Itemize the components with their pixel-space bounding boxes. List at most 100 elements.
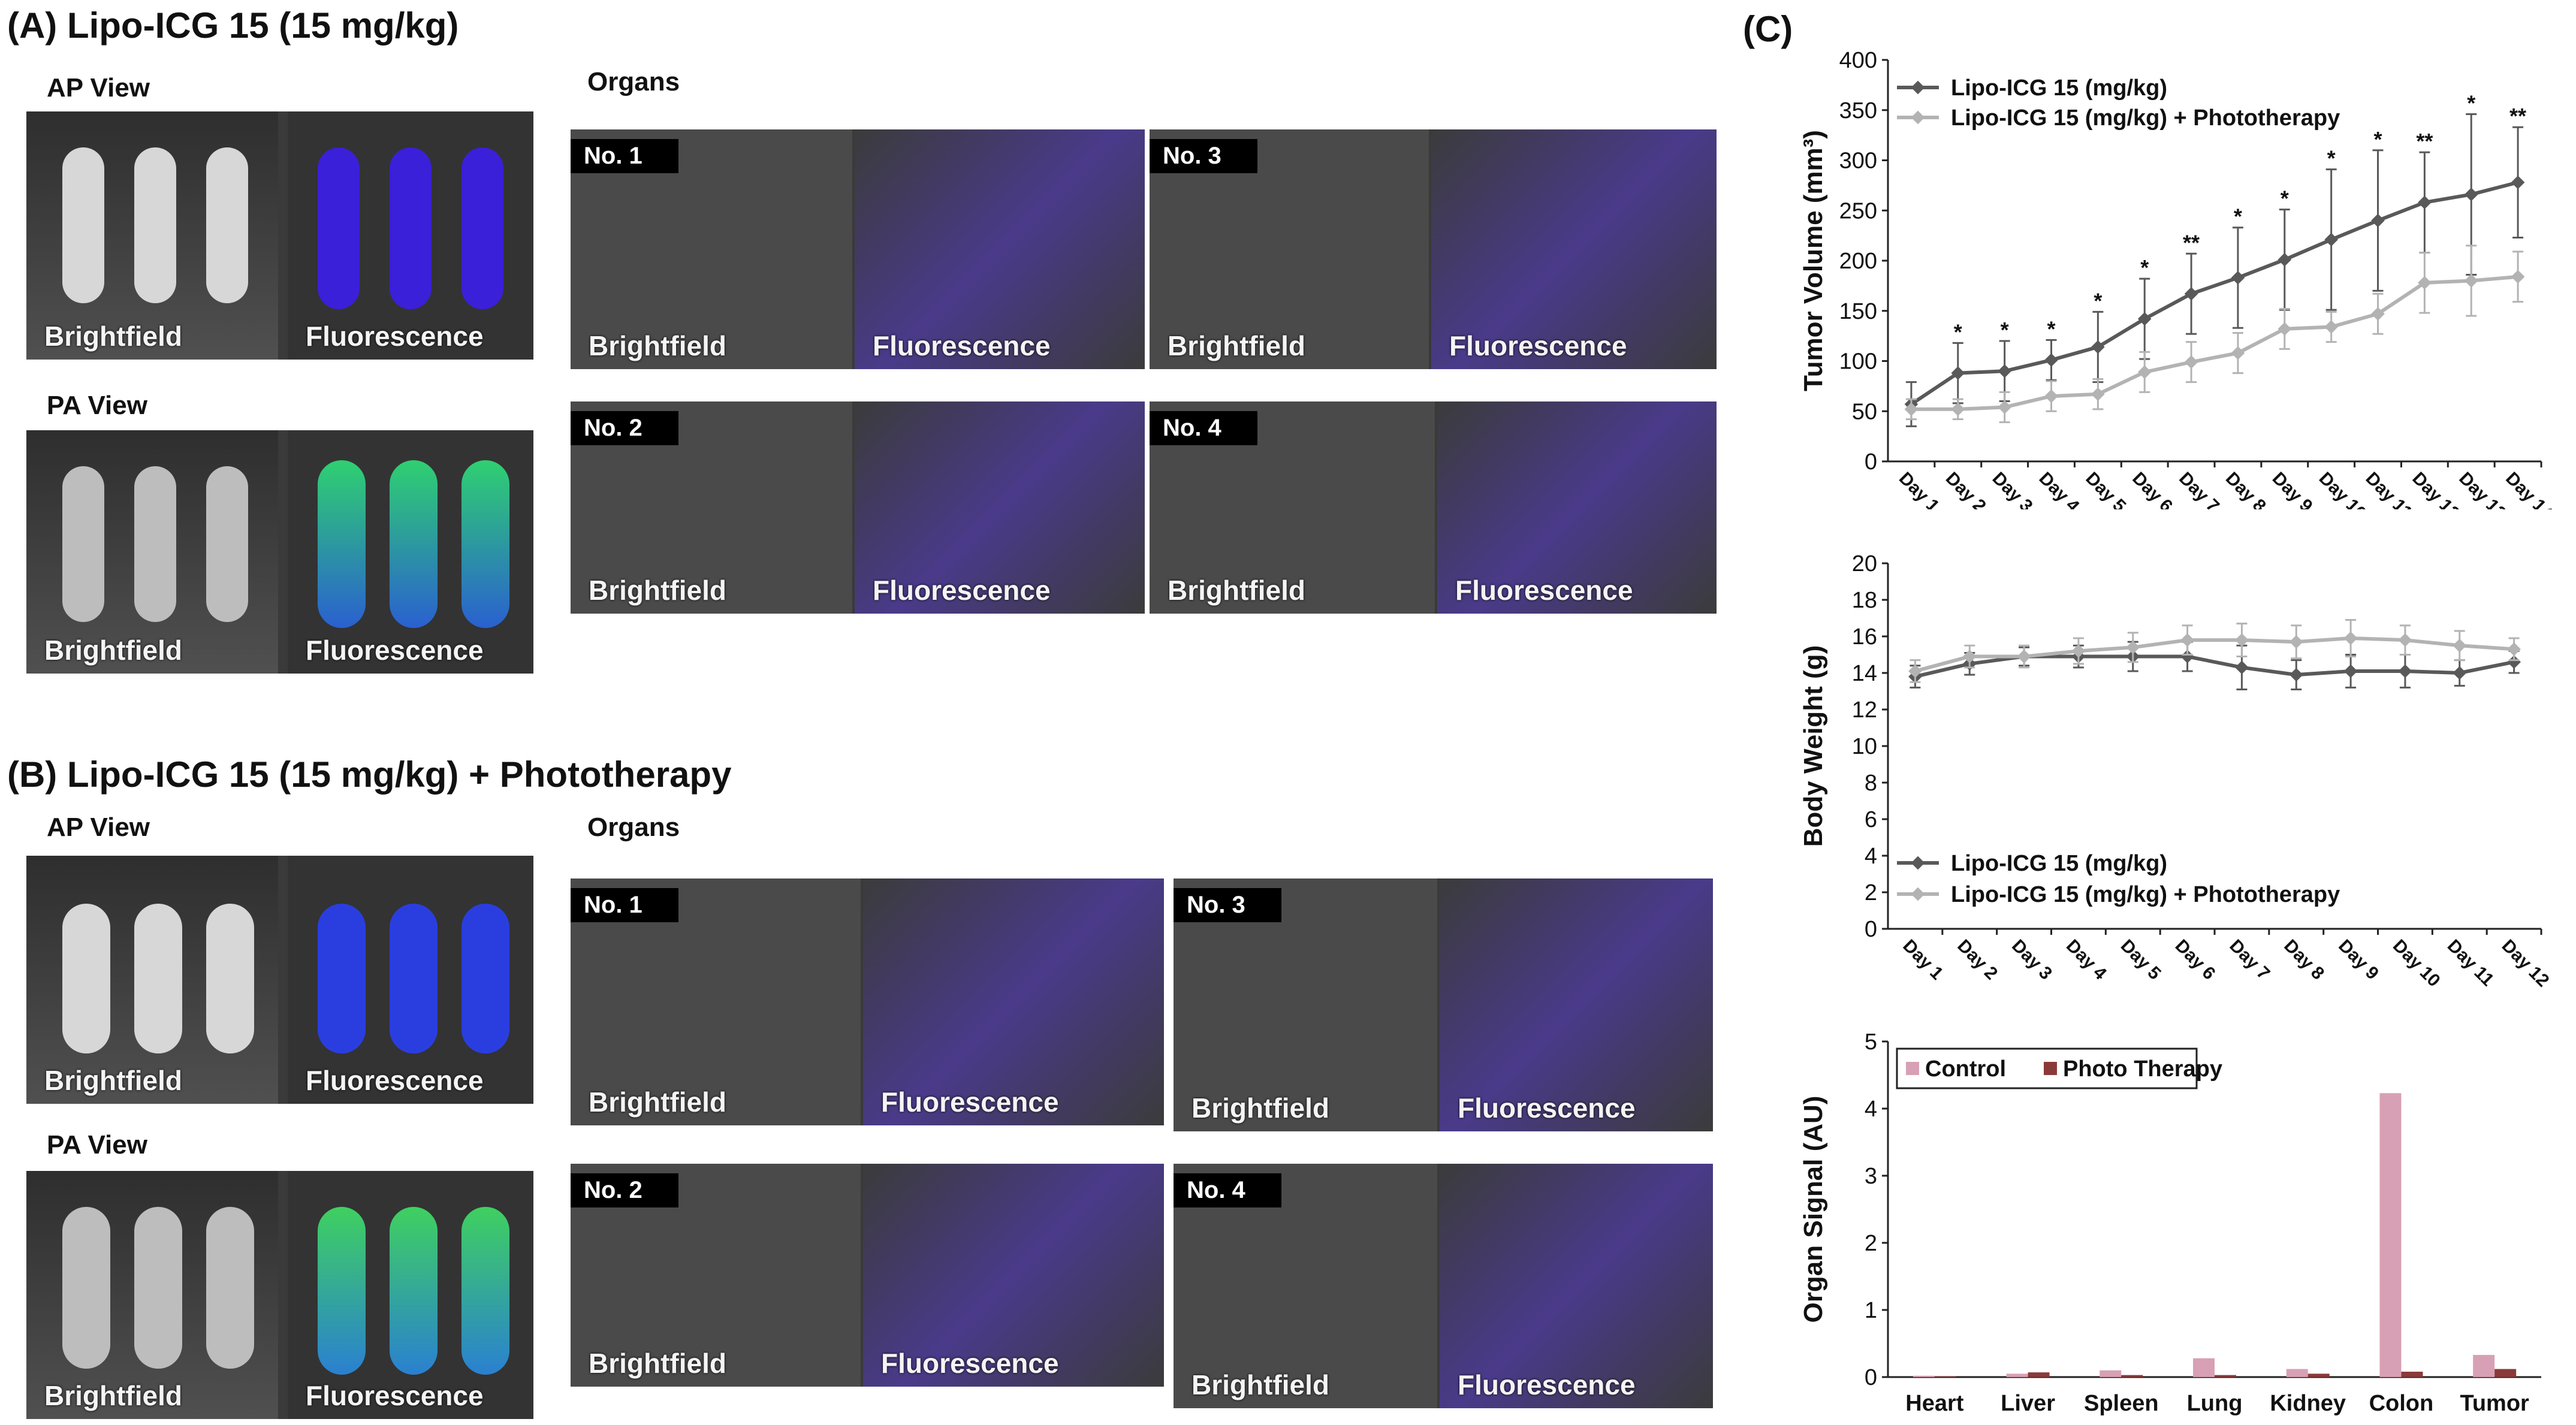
pa-brightfield-image: Brightfield	[26, 430, 278, 674]
x-tick-label: Spleen	[2084, 1391, 2159, 1416]
legend-label: Photo Therapy	[2063, 1056, 2222, 1082]
ap-fluorescence-image: Fluorescence	[288, 856, 533, 1104]
x-tick-label: Tumor	[2460, 1391, 2529, 1416]
y-tick-label: 50	[1852, 399, 1877, 424]
significance-marker: **	[2183, 230, 2200, 255]
panel-b-ap-images: Brightfield Fluorescence	[26, 856, 533, 1104]
data-point	[2231, 271, 2245, 285]
fluorescence-label: Fluorescence	[1458, 1369, 1636, 1400]
legend-label: Lipo-ICG 15 (mg/kg)	[1951, 76, 2167, 101]
x-tick-label: Day 7	[2225, 936, 2273, 984]
brightfield-label: Brightfield	[44, 321, 182, 352]
sample-tag: No. 4	[1150, 411, 1257, 445]
y-tick-label: 20	[1852, 551, 1877, 576]
significance-marker: *	[2281, 186, 2289, 211]
panel-a-ap-images: Brightfield Fluorescence	[26, 111, 533, 360]
organ-signal-chart: 0 1 2 3 4 5 Organ Signal (AU) Heart Liver Spleen L…	[1799, 1029, 2541, 1416]
y-tick-label: 150	[1839, 299, 1877, 324]
panel-a-pa-view-label: PA View	[47, 391, 147, 420]
panel-b-organs-no1: Brightfield Fluorescence No. 1	[571, 878, 1164, 1125]
brightfield-label: Brightfield	[44, 635, 182, 666]
panel-b-organs-label: Organs	[587, 813, 680, 842]
legend-label: Lipo-ICG 15 (mg/kg) + Phototherapy	[1951, 882, 2340, 907]
significance-marker: **	[2416, 129, 2433, 153]
significance-marker: *	[2327, 146, 2336, 171]
x-tick-label: Day 9	[2334, 936, 2382, 984]
bar	[2006, 1373, 2028, 1377]
panel-a-organs-no4: Brightfield Fluorescence No. 4	[1150, 401, 1717, 614]
y-tick-label: 4	[1865, 844, 1877, 869]
fluorescence-label: Fluorescence	[306, 1380, 484, 1411]
data-point	[2044, 353, 2058, 367]
x-tick-label: Colon	[2369, 1391, 2434, 1416]
fluorescence-label: Fluorescence	[306, 1065, 484, 1096]
data-point	[2091, 387, 2105, 401]
x-tick-label: Heart	[1905, 1391, 1963, 1416]
data-point	[1998, 364, 2011, 378]
data-point	[2289, 635, 2303, 649]
bar	[2379, 1093, 2402, 1377]
bar	[2286, 1369, 2308, 1377]
panel-b-organs-no2: Brightfield Fluorescence No. 2	[571, 1164, 1164, 1387]
x-tick-label: Day 4	[2062, 936, 2110, 984]
significance-marker: *	[2234, 204, 2242, 229]
data-point	[1998, 400, 2011, 414]
series-line	[1910, 180, 2518, 406]
brightfield-label: Brightfield	[589, 1086, 726, 1118]
x-tick-label: Day 1	[1899, 936, 1947, 984]
panel-a-organs-label: Organs	[587, 67, 680, 96]
y-tick-label: 10	[1852, 734, 1877, 759]
significance-marker: *	[2094, 288, 2102, 313]
data-point	[1951, 402, 1965, 416]
fluorescence-label: Fluorescence	[873, 575, 1051, 606]
y-tick-label: 300	[1839, 149, 1877, 174]
x-tick-label: Day 12	[2408, 469, 2463, 509]
bar	[2307, 1373, 2330, 1377]
sample-tag: No. 1	[571, 888, 678, 922]
ap-brightfield-image: Brightfield	[26, 111, 278, 360]
fluorescence-label: Fluorescence	[1458, 1092, 1636, 1124]
tumor-volume-chart: 0 50 100 150 200 250 300 350 400 Tumor Volume (mm…	[1799, 48, 2557, 509]
brightfield-label: Brightfield	[589, 1348, 726, 1379]
y-tick-label: 12	[1852, 698, 1877, 723]
panel-a-organs-no2: Brightfield Fluorescence No. 2	[571, 401, 1145, 614]
data-point	[2180, 633, 2194, 647]
panel-b-organs-no3: Brightfield Fluorescence No. 3	[1174, 878, 1713, 1131]
sample-tag: No. 3	[1150, 139, 1257, 173]
legend-marker	[1911, 856, 1925, 870]
bar	[2193, 1358, 2215, 1377]
significance-marker: *	[2373, 127, 2382, 152]
data-point	[2324, 233, 2338, 247]
pa-brightfield-image: Brightfield	[26, 1171, 278, 1419]
brightfield-label: Brightfield	[589, 575, 726, 606]
data-point	[2511, 270, 2525, 284]
panel-a-organs-no3: Brightfield Fluorescence No. 3	[1150, 129, 1717, 369]
data-point	[2511, 176, 2525, 189]
data-point	[2418, 276, 2432, 290]
data-point	[2507, 642, 2521, 656]
x-tick-label: Liver	[2001, 1391, 2055, 1416]
data-point	[2044, 389, 2058, 403]
x-tick-label: Day 3	[1989, 469, 2037, 509]
data-point	[2235, 660, 2249, 675]
legend-marker	[1911, 110, 1925, 125]
bar	[2028, 1372, 2050, 1377]
x-tick-label: Day 3	[2008, 936, 2056, 984]
y-tick-label: 8	[1865, 771, 1877, 796]
legend-label: Control	[1925, 1056, 2006, 1082]
significance-marker: *	[2047, 316, 2055, 341]
sample-tag: No. 3	[1174, 888, 1281, 922]
data-point	[2231, 346, 2245, 360]
data-point	[2324, 320, 2338, 334]
data-point	[2343, 631, 2358, 645]
x-tick-label: Day 10	[2389, 936, 2444, 991]
fluorescence-label: Fluorescence	[881, 1086, 1059, 1118]
bar	[1913, 1375, 1935, 1377]
brightfield-label: Brightfield	[44, 1380, 182, 1411]
x-tick-label: Day 6	[2171, 936, 2219, 984]
ap-brightfield-image: Brightfield	[26, 856, 278, 1104]
x-tick-label: Day 10	[2315, 469, 2370, 509]
x-tick-label: Day 4	[2035, 469, 2083, 509]
y-tick-label: 5	[1865, 1029, 1877, 1055]
legend-marker	[1911, 887, 1925, 901]
